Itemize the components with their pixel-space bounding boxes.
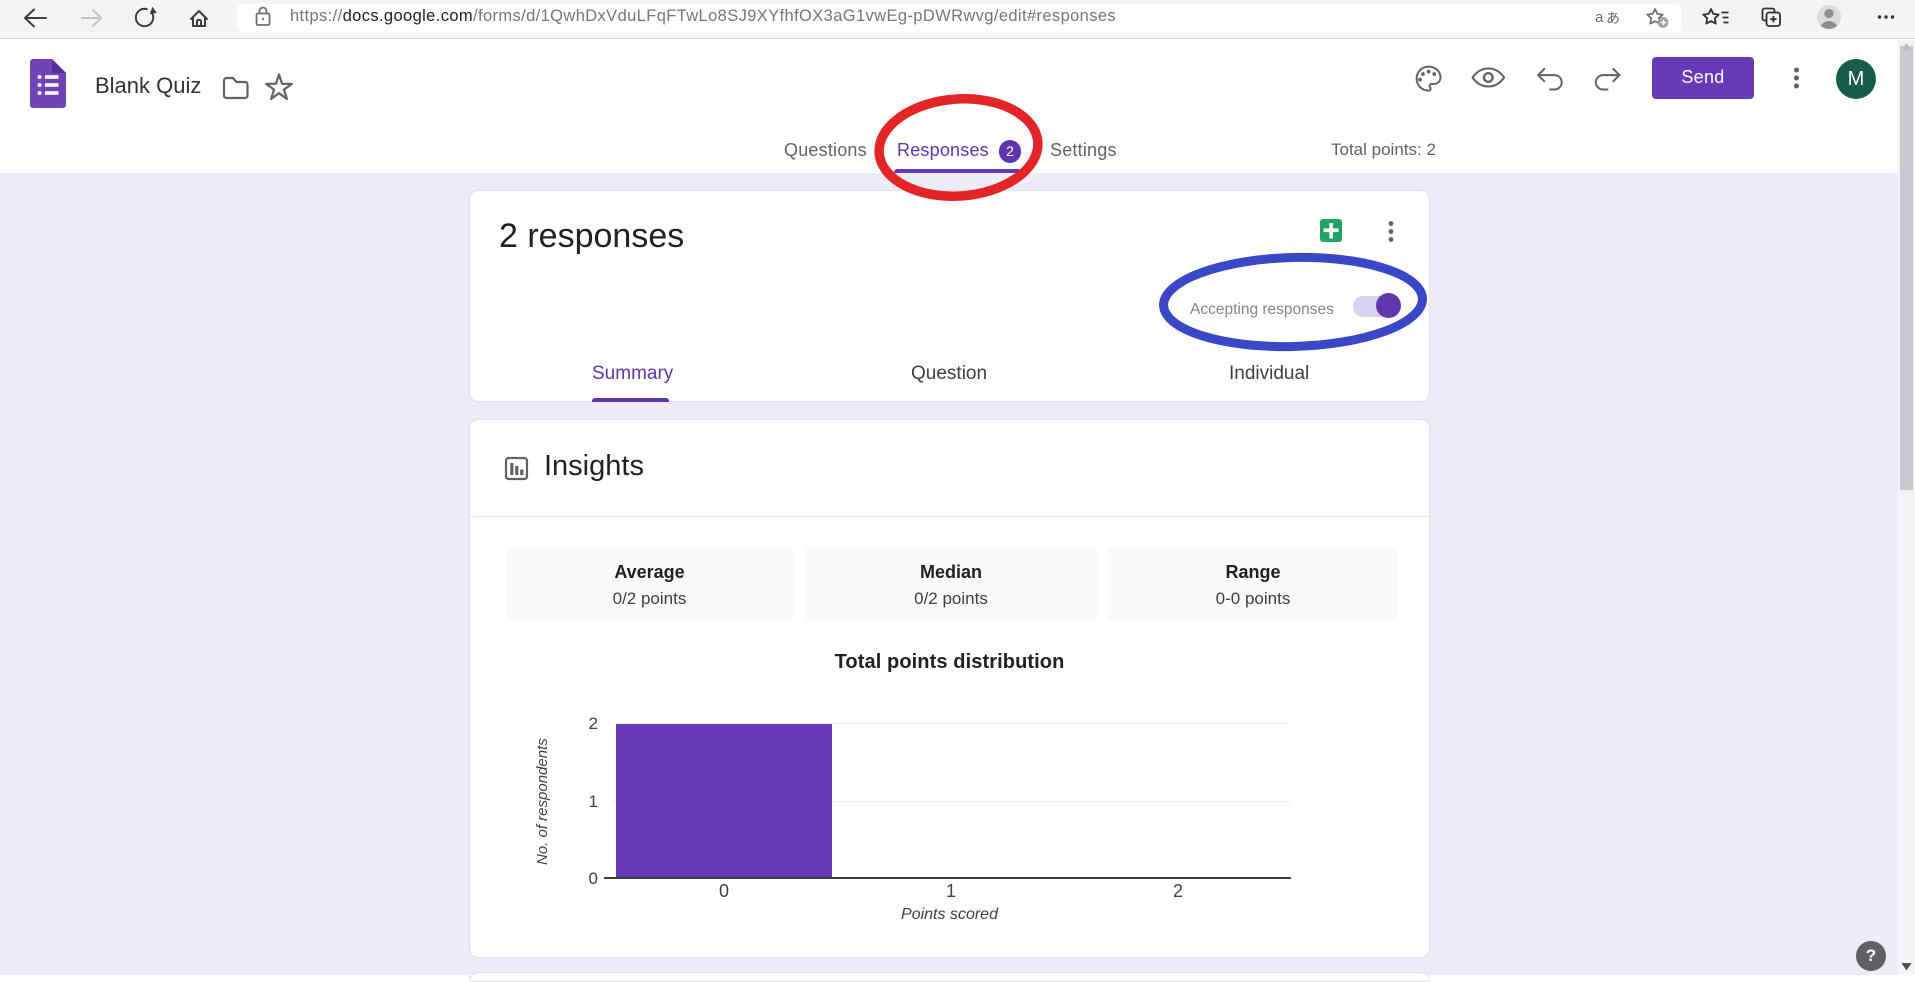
svg-text:a: a [1595, 9, 1604, 26]
svg-text:あ: あ [1606, 10, 1620, 26]
